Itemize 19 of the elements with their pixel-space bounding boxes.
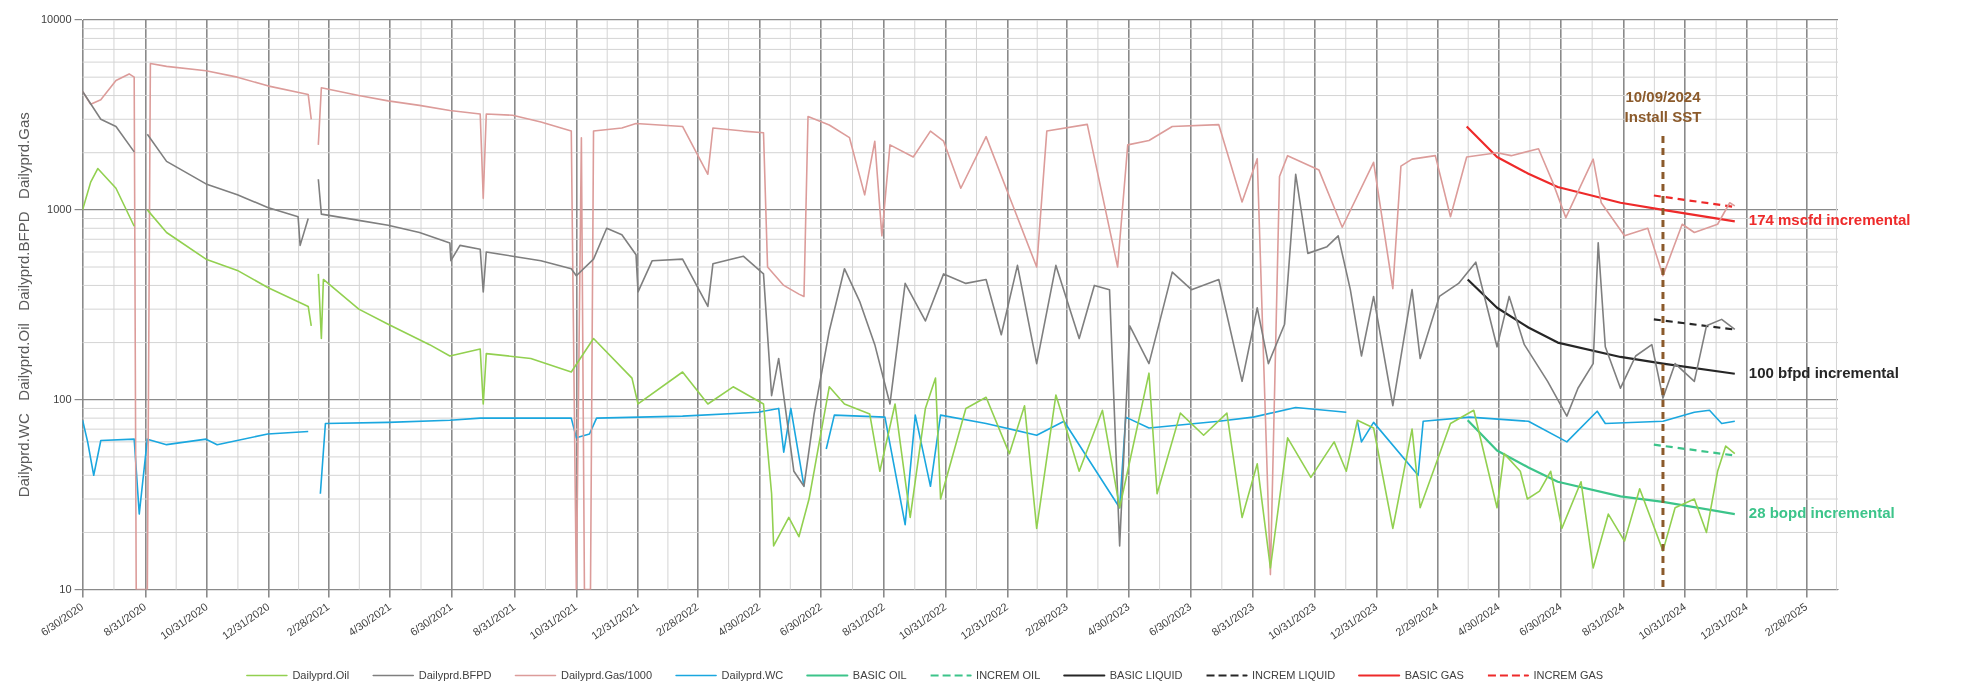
annotation: 100 bfpd incremental (1748, 363, 1899, 381)
legend-label: BASIC LIQUID (1109, 668, 1183, 681)
y-tick-label: 10 (59, 582, 72, 595)
annotation: 28 bopd incremental (1748, 504, 1895, 522)
legend-label: Dailyprd.WC (721, 668, 784, 681)
legend-label: INCREM GAS (1533, 668, 1604, 681)
legend-label: INCREM OIL (976, 668, 1041, 681)
y-tick-label: 10000 (40, 13, 72, 26)
ref-line-label: 10/09/2024 Install SST (1624, 87, 1702, 125)
annotation: 174 mscfd incremental (1748, 211, 1911, 229)
y-tick-label: 100 (53, 392, 72, 405)
legend-label: Dailyprd.Gas/1000 (560, 668, 653, 681)
legend-label: Dailyprd.Oil (292, 668, 350, 681)
legend-label: BASIC OIL (852, 668, 907, 681)
legend-label: BASIC GAS (1404, 668, 1464, 681)
legend-label: Dailyprd.BFPD (418, 668, 492, 681)
legend-label: INCREM LIQUID (1252, 668, 1336, 681)
y-axis-title: Dailyprd.WC Dailyprd.Oil Dailyprd.BFPD Dailyprd.Gas (15, 112, 33, 498)
y-tick-label: 1000 (47, 202, 72, 215)
